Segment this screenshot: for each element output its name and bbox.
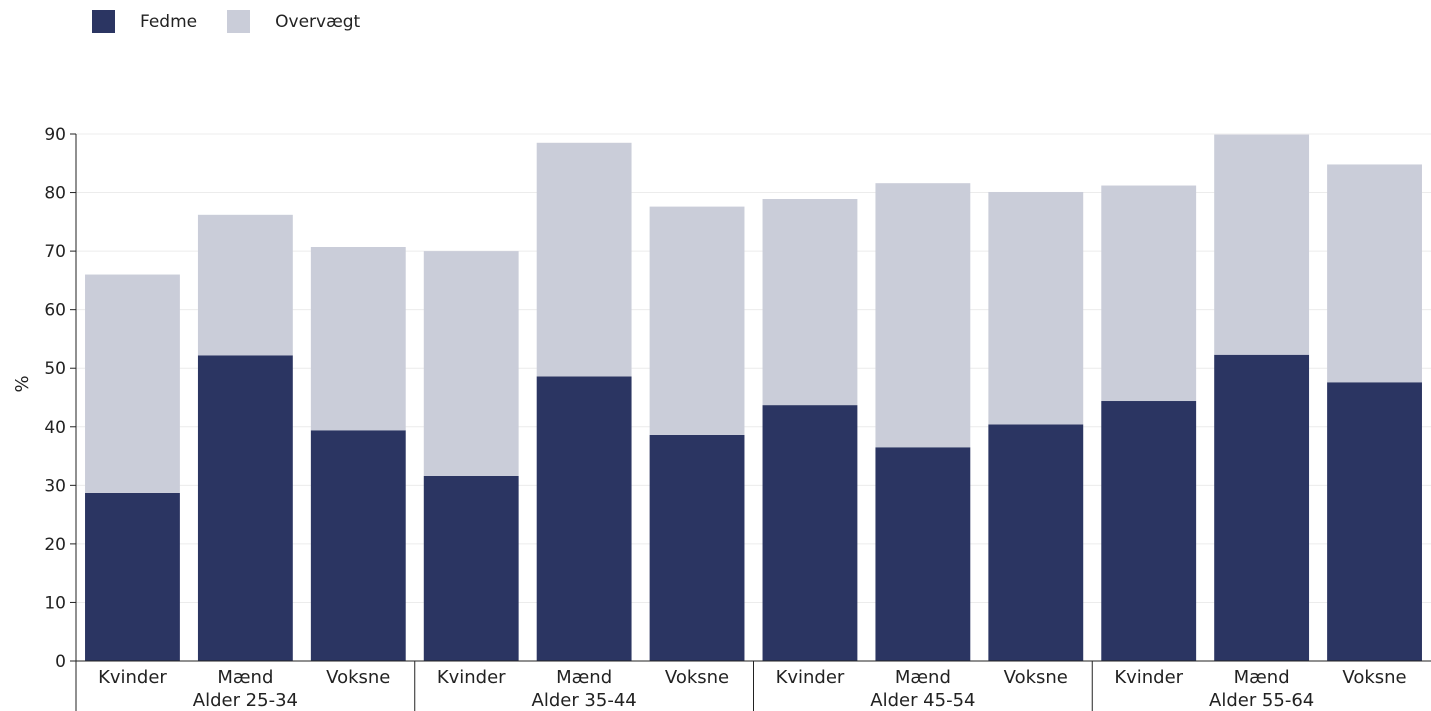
chart-legend: Fedme Overvægt: [92, 10, 390, 33]
legend-item-overvaegt[interactable]: Overvægt: [227, 10, 360, 33]
bar-overvaegt[interactable]: [197, 214, 293, 356]
bar-fedme[interactable]: [649, 434, 745, 661]
x-category-label: Kvinder: [776, 667, 845, 688]
x-category-label: Voksne: [326, 667, 390, 688]
legend-swatch-fedme: [92, 10, 115, 33]
bar-fedme[interactable]: [1101, 401, 1197, 661]
x-category-label: Mænd: [217, 667, 273, 688]
x-group-label: Alder 25-34: [193, 690, 298, 711]
bar-overvaegt[interactable]: [1101, 185, 1197, 402]
x-category-label: Mænd: [556, 667, 612, 688]
bar-overvaegt[interactable]: [649, 206, 745, 435]
bars: [85, 134, 1422, 661]
bar-overvaegt[interactable]: [762, 198, 858, 406]
legend-swatch-overvaegt: [227, 10, 251, 33]
bar-overvaegt[interactable]: [310, 247, 406, 431]
y-tick-label: 80: [44, 184, 66, 204]
legend-label-fedme: Fedme: [140, 11, 198, 32]
bar-fedme[interactable]: [85, 492, 180, 661]
y-tick-label: 70: [44, 242, 66, 262]
x-category-label: Voksne: [665, 667, 729, 688]
x-category-label: Voksne: [1342, 667, 1406, 688]
y-tick-label: 40: [44, 418, 66, 438]
bar-fedme[interactable]: [762, 405, 858, 661]
x-group-label: Alder 55-64: [1209, 690, 1314, 711]
bar-overvaegt[interactable]: [1327, 164, 1422, 383]
legend-item-fedme[interactable]: Fedme: [92, 10, 197, 33]
bar-fedme[interactable]: [1214, 354, 1310, 661]
bar-overvaegt[interactable]: [536, 142, 632, 377]
grid-lines: [76, 133, 1431, 603]
bar-overvaegt[interactable]: [1214, 134, 1310, 355]
y-axis: 0 10 20 30 40 50 60 70 80 90: [44, 125, 77, 672]
bar-fedme[interactable]: [536, 376, 632, 661]
x-group-label: Alder 45-54: [870, 690, 975, 711]
y-tick-label: 60: [44, 301, 66, 321]
x-axis: Kvinder Mænd Voksne Alder 25-34 Kvinder Mænd V…: [75, 660, 1431, 711]
x-category-label: Kvinder: [437, 667, 506, 688]
y-tick-label: 20: [44, 535, 66, 555]
x-group-label: Alder 35-44: [532, 690, 637, 711]
bar-fedme[interactable]: [1327, 382, 1422, 661]
bar-fedme[interactable]: [875, 447, 971, 661]
y-axis-title: %: [12, 375, 33, 392]
y-tick-label: 10: [44, 593, 66, 613]
bar-overvaegt[interactable]: [85, 274, 180, 493]
bar-fedme[interactable]: [197, 355, 293, 661]
bar-fedme[interactable]: [310, 430, 406, 661]
x-category-label: Mænd: [1234, 667, 1290, 688]
y-tick-label: 30: [44, 476, 66, 496]
x-category-label: Kvinder: [98, 667, 167, 688]
bar-overvaegt[interactable]: [875, 183, 971, 448]
bar-fedme[interactable]: [423, 475, 519, 661]
y-tick-label: 90: [44, 125, 66, 145]
x-category-label: Mænd: [895, 667, 951, 688]
bar-fedme[interactable]: [988, 424, 1084, 661]
y-tick-label: 50: [44, 359, 66, 379]
x-category-label: Voksne: [1004, 667, 1068, 688]
y-tick-label: 0: [55, 652, 66, 672]
x-category-label: Kvinder: [1114, 667, 1183, 688]
bar-overvaegt[interactable]: [988, 191, 1084, 425]
bar-overvaegt[interactable]: [423, 251, 519, 476]
legend-label-overvaegt: Overvægt: [275, 11, 361, 32]
